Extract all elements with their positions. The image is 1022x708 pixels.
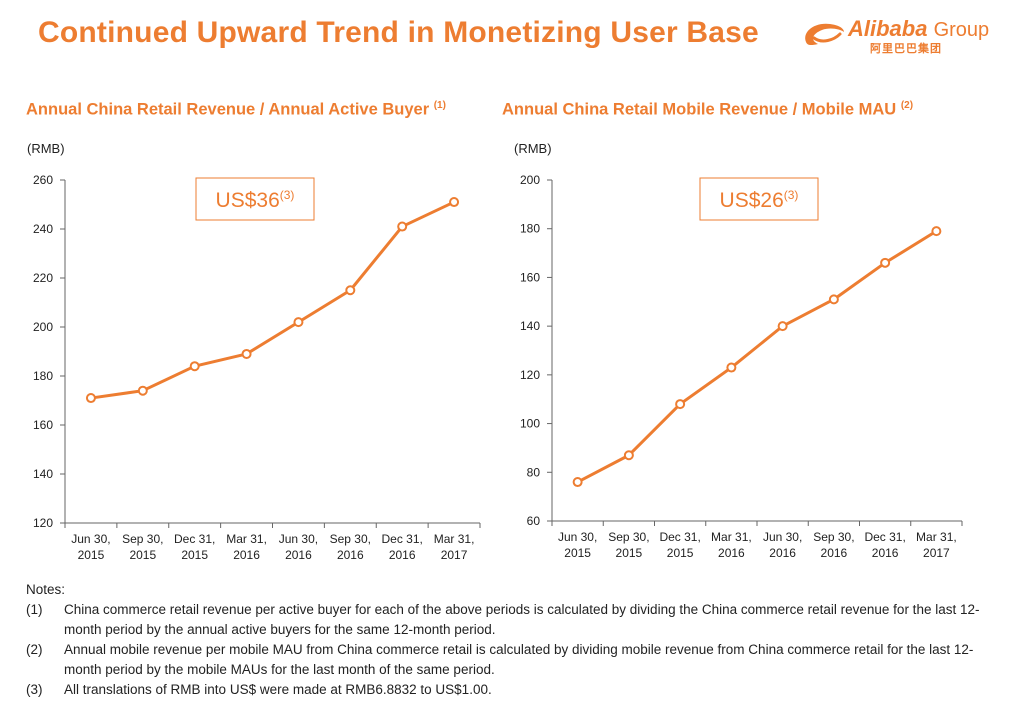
data-point <box>572 477 583 488</box>
data-point <box>931 226 942 237</box>
x-tick-label: Jun 30, 2016 <box>279 532 318 562</box>
series-line <box>576 229 938 484</box>
series-line <box>90 200 455 400</box>
page-title: Continued Upward Trend in Monetizing Use… <box>38 16 759 49</box>
callout-box <box>699 177 819 221</box>
x-tick-label: Dec 31, 2016 <box>864 530 905 560</box>
y-tick-label: 60 <box>527 514 541 528</box>
y-tick-label: 240 <box>33 222 53 236</box>
y-tick-label: 180 <box>520 222 540 236</box>
x-tick-label: Dec 31, 2016 <box>382 532 423 562</box>
notes-section: Notes: (1) China commerce retail revenue… <box>26 580 1006 700</box>
x-tick-label: Sep 30, 2016 <box>813 530 854 560</box>
callout-text: US$26(3) <box>720 188 799 212</box>
alibaba-smile-logo-icon <box>805 23 844 46</box>
data-point <box>397 221 408 232</box>
chart-2: (RMB) 60 80 100 120 140 160 180 200 Jun 30, 2015 Se… <box>482 135 982 580</box>
alibaba-group-logo: Alibaba Group 阿里巴巴集团 <box>800 14 1010 58</box>
x-tick-label: Jun 30, 2015 <box>71 532 110 562</box>
note-item: (1) China commerce retail revenue per ac… <box>26 600 1006 640</box>
data-point <box>449 197 460 208</box>
chart-2-title-text: Annual China Retail Mobile Revenue / Mob… <box>502 100 897 119</box>
y-unit-label: (RMB) <box>514 141 552 156</box>
x-tick-label: Mar 31, 2017 <box>916 530 957 560</box>
note-number: (3) <box>26 682 43 697</box>
note-text: Annual mobile revenue per mobile MAU fro… <box>64 642 974 677</box>
data-point <box>675 399 686 410</box>
callout-box <box>195 177 315 221</box>
note-number: (2) <box>26 642 43 657</box>
data-point <box>137 385 148 396</box>
data-point <box>828 294 839 305</box>
notes-heading: Notes: <box>26 582 66 597</box>
chart-2-title-note: (2) <box>900 100 914 111</box>
logo-brand: Alibaba <box>848 16 928 41</box>
x-tick-label: Dec 31, 2015 <box>174 532 215 562</box>
y-tick-label: 160 <box>33 418 53 432</box>
y-tick-label: 160 <box>520 270 540 284</box>
data-point <box>189 361 200 372</box>
logo-suffix: Group <box>933 19 990 41</box>
note-number: (1) <box>26 602 43 617</box>
y-tick-label: 200 <box>33 320 53 334</box>
chart-1-title-text: Annual China Retail Revenue / Annual Act… <box>26 100 430 119</box>
chart-1: (RMB) 120 140 160 180 200 220 240 260 Jun 30, 2015… <box>0 135 500 580</box>
note-text: All translations of RMB into US$ were ma… <box>64 682 492 697</box>
x-tick-label: Sep 30, 2015 <box>122 532 163 562</box>
data-point <box>293 317 304 328</box>
x-tick-label: Dec 31, 2015 <box>659 530 700 560</box>
note-text: China commerce retail revenue per active… <box>64 602 980 637</box>
chart-2-svg: (RMB) 60 80 100 120 140 160 180 200 Jun 30, 2015 Se… <box>514 141 963 560</box>
y-tick-label: 120 <box>520 368 540 382</box>
x-tick-label: Mar 31, 2016 <box>711 530 752 560</box>
data-point <box>777 321 788 332</box>
y-tick-label: 220 <box>33 271 53 285</box>
chart-2-title: Annual China Retail Mobile Revenue / Mob… <box>502 100 913 120</box>
y-tick-label: 120 <box>33 516 53 530</box>
data-point <box>880 257 891 268</box>
x-tick-label: Sep 30, 2016 <box>330 532 371 562</box>
data-point <box>623 450 634 461</box>
chart-1-title: Annual China Retail Revenue / Annual Act… <box>26 100 446 120</box>
data-point <box>345 285 356 296</box>
data-point <box>85 393 96 404</box>
x-tick-label: Jun 30, 2015 <box>558 530 597 560</box>
chart-1-svg: (RMB) 120 140 160 180 200 220 240 260 Jun 30, 2015… <box>27 141 481 562</box>
note-item: (2) Annual mobile revenue per mobile MAU… <box>26 640 1006 680</box>
y-tick-label: 100 <box>520 417 540 431</box>
y-tick-label: 180 <box>33 369 53 383</box>
x-tick-label: Sep 30, 2015 <box>608 530 649 560</box>
y-tick-label: 260 <box>33 173 53 187</box>
chart-1-title-note: (1) <box>433 100 446 111</box>
logo-chinese: 阿里巴巴集团 <box>870 43 942 55</box>
data-point <box>726 362 737 373</box>
x-tick-label: Mar 31, 2016 <box>226 532 267 562</box>
y-tick-label: 140 <box>33 467 53 481</box>
note-item: (3) All translations of RMB into US$ wer… <box>26 680 1006 700</box>
callout-text: US$36(3) <box>216 188 295 212</box>
y-unit-label: (RMB) <box>27 141 65 156</box>
y-tick-label: 200 <box>520 173 540 187</box>
x-tick-label: Mar 31, 2017 <box>434 532 475 562</box>
data-point <box>241 348 252 359</box>
y-tick-label: 80 <box>527 465 541 479</box>
logo-wordmark: Alibaba Group <box>848 16 989 42</box>
x-tick-label: Jun 30, 2016 <box>763 530 802 560</box>
y-tick-label: 140 <box>520 319 540 333</box>
